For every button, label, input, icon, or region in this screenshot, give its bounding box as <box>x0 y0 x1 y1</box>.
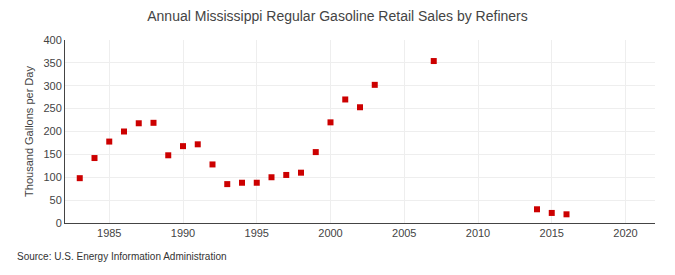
svg-text:200: 200 <box>43 125 61 137</box>
svg-text:50: 50 <box>50 194 62 206</box>
svg-text:2010: 2010 <box>466 227 490 239</box>
svg-text:Source: U.S. Energy Informatio: Source: U.S. Energy Information Administ… <box>17 251 227 262</box>
svg-text:Annual Mississippi Regular Gas: Annual Mississippi Regular Gasoline Reta… <box>147 8 528 24</box>
svg-text:2000: 2000 <box>318 227 342 239</box>
svg-text:2020: 2020 <box>613 227 637 239</box>
svg-text:2015: 2015 <box>540 227 564 239</box>
svg-text:0: 0 <box>56 217 62 229</box>
svg-text:400: 400 <box>43 34 61 46</box>
svg-text:150: 150 <box>43 148 61 160</box>
svg-text:300: 300 <box>43 80 61 92</box>
svg-text:350: 350 <box>43 57 61 69</box>
svg-text:1995: 1995 <box>245 227 269 239</box>
svg-text:2005: 2005 <box>392 227 416 239</box>
svg-text:100: 100 <box>43 171 61 183</box>
svg-text:250: 250 <box>43 102 61 114</box>
svg-text:1990: 1990 <box>171 227 195 239</box>
svg-text:1985: 1985 <box>97 227 121 239</box>
svg-text:Thousand Gallons per Day: Thousand Gallons per Day <box>23 66 35 197</box>
